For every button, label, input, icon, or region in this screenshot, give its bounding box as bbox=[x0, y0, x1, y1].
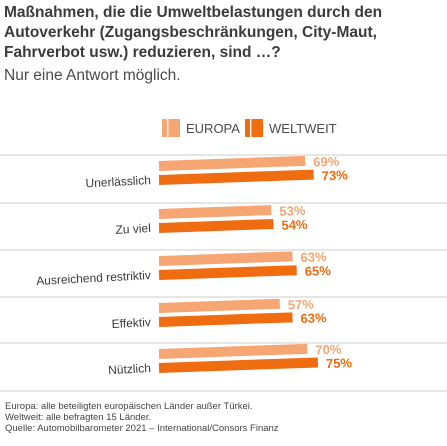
value-label-europa: 70% bbox=[315, 342, 342, 358]
bar-weltweit bbox=[158, 219, 274, 233]
bar-europa bbox=[158, 251, 293, 266]
category-label: Zu viel bbox=[115, 221, 151, 237]
bar-weltweit bbox=[158, 312, 293, 327]
value-label-europa: 69% bbox=[313, 154, 340, 170]
chart-rows: Unerlässlich 69%73% Zu viel 53%54% Ausreiche… bbox=[0, 154, 447, 392]
bar-weltweit bbox=[158, 169, 314, 185]
category-label: Effektiv bbox=[111, 315, 151, 331]
value-label-europa: 53% bbox=[279, 203, 306, 219]
bar-group: 63% bbox=[158, 249, 327, 266]
legend-label-weltweit: WELTWEIT bbox=[269, 121, 337, 136]
value-label-europa: 57% bbox=[288, 297, 315, 313]
bar-group: 63% bbox=[158, 310, 327, 327]
bar-europa bbox=[158, 343, 308, 359]
category-label: Nützlich bbox=[108, 361, 151, 377]
bar-europa bbox=[158, 298, 280, 313]
category-label: Unerlässlich bbox=[85, 173, 151, 190]
bar-group: 69% bbox=[158, 154, 340, 171]
bar-group: 75% bbox=[158, 355, 353, 373]
category-label: Ausreichend restriktiv bbox=[36, 268, 151, 288]
bar-europa bbox=[158, 205, 272, 219]
value-label-weltweit: 73% bbox=[321, 167, 348, 183]
legend: EUROPA WELTWEIT bbox=[162, 119, 337, 137]
bar-group: 73% bbox=[158, 167, 348, 185]
footnote-europa: Europa: alle beteiligten europäischen Lä… bbox=[5, 401, 253, 412]
bar-chart: EUROPA WELTWEIT Unerlässlich 69%73% Zu viel… bbox=[0, 119, 447, 392]
footnotes: Europa: alle beteiligten europäischen Lä… bbox=[5, 401, 279, 434]
legend-label-europa: EUROPA bbox=[186, 121, 240, 136]
footnote-source: Quelle: Automobilbarometer 2021 – Intern… bbox=[5, 423, 279, 434]
bar-group: 53% bbox=[158, 203, 306, 219]
value-label-weltweit: 75% bbox=[326, 355, 353, 371]
value-label-weltweit: 54% bbox=[281, 217, 308, 233]
footnote-weltweit: Weltweit: alle befragten 15 Länder. bbox=[5, 412, 152, 423]
bar-group: 70% bbox=[158, 342, 342, 359]
chart-subtitle: Nur eine Antwort möglich. bbox=[4, 67, 181, 84]
bar-weltweit bbox=[158, 357, 319, 373]
legend-swatch-weltweit bbox=[245, 119, 263, 137]
bar-group: 54% bbox=[158, 217, 308, 233]
bar-europa bbox=[158, 155, 306, 171]
value-label-weltweit: 63% bbox=[300, 310, 327, 326]
bar-group: 57% bbox=[158, 297, 315, 313]
bar-group: 65% bbox=[158, 263, 332, 280]
legend-swatch-europa bbox=[162, 119, 180, 137]
bar-weltweit bbox=[158, 265, 297, 280]
value-label-weltweit: 65% bbox=[305, 263, 332, 279]
chart-title: Maßnahmen, die die Umweltbelastungen dur… bbox=[4, 4, 383, 61]
value-label-europa: 63% bbox=[300, 249, 327, 265]
